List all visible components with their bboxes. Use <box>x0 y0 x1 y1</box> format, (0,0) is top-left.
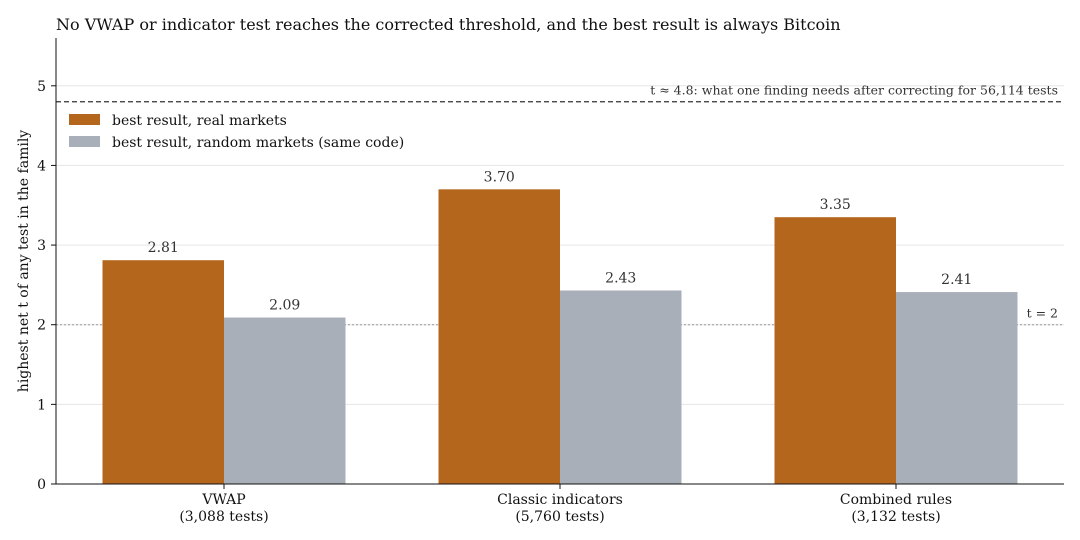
y-tick-label-1: 1 <box>37 397 46 413</box>
bar-series1-cat0 <box>224 317 346 484</box>
legend-swatch-0 <box>69 114 100 125</box>
x-tick-sublabel-2: (3,132 tests) <box>851 509 940 525</box>
x-tick-label-2: Combined rules <box>840 492 952 508</box>
x-tick-sublabel-1: (5,760 tests) <box>515 509 604 525</box>
x-tick-sublabel-0: (3,088 tests) <box>179 509 268 525</box>
data-label-series1-cat0: 2.09 <box>269 298 300 314</box>
bar-series0-cat0 <box>102 260 224 484</box>
axes: 0 1 2 3 4 5 VWAP(3,088 tests) Classic indicator… <box>37 38 1064 525</box>
chart-title: No VWAP or indicator test reaches the co… <box>56 15 841 34</box>
data-label-series1-cat1: 2.43 <box>605 270 636 286</box>
legend-swatch-1 <box>69 136 100 147</box>
legend-entry-1: best result, random markets (same code) <box>112 135 404 151</box>
bars <box>102 189 1018 485</box>
legend: best result, real markets best result, ra… <box>69 113 404 151</box>
bar-series1-cat1 <box>560 290 682 484</box>
y-tick-label-5: 5 <box>37 79 46 95</box>
data-label-series1-cat2: 2.41 <box>941 272 972 288</box>
labels: 2.81 2.09 3.70 2.43 3.35 2.41 <box>148 169 973 313</box>
reference-line-label-0: t ≈ 4.8: what one finding needs after co… <box>650 83 1058 98</box>
bar-series0-cat1 <box>438 189 560 485</box>
x-tick-label-1: Classic indicators <box>497 492 623 508</box>
legend-entry-0: best result, real markets <box>112 113 287 129</box>
y-tick-label-4: 4 <box>37 158 46 174</box>
reference-line-label-1: t = 2 <box>1027 306 1058 321</box>
y-tick-label-0: 0 <box>37 477 46 493</box>
data-label-series0-cat2: 3.35 <box>820 197 851 213</box>
bar-series0-cat2 <box>774 217 896 485</box>
y-axis-label: highest net t of any test in the family <box>16 130 32 393</box>
bar-series1-cat2 <box>896 292 1018 484</box>
data-label-series0-cat1: 3.70 <box>484 169 515 185</box>
y-tick-label-2: 2 <box>37 318 46 334</box>
data-label-series0-cat0: 2.81 <box>148 240 179 256</box>
x-tick-label-0: VWAP <box>201 492 245 508</box>
y-tick-label-3: 3 <box>37 238 46 254</box>
